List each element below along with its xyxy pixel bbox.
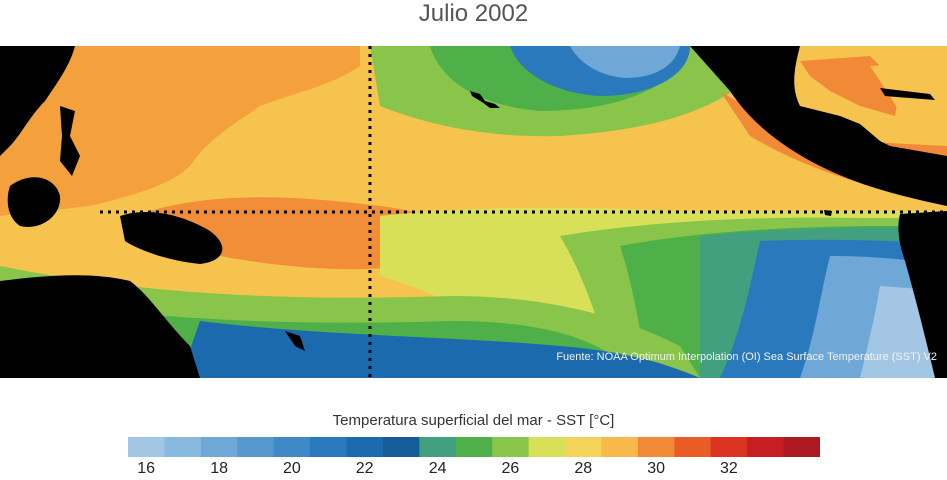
cuba-island	[880, 88, 935, 100]
colorbar-swatch	[565, 437, 602, 457]
caribbean-warm	[870, 61, 947, 121]
legend-title: Temperatura superficial del mar - SST [°…	[332, 412, 615, 429]
borneo-island	[7, 177, 61, 227]
colorbar-swatch	[637, 437, 675, 457]
north-america-landmass	[690, 46, 947, 206]
colorbar-swatch	[237, 437, 275, 457]
colorbar-swatch	[273, 437, 311, 457]
colorbar-tick-label: 16	[137, 460, 156, 477]
colorbar-swatch	[200, 437, 238, 457]
colorbar-swatch	[783, 437, 820, 457]
philippines-islands	[60, 106, 80, 176]
cool-north-lightblue	[570, 46, 680, 78]
australia-landmass	[0, 275, 200, 378]
colorbar-swatch	[710, 437, 748, 457]
colorbar-swatch	[164, 437, 202, 457]
colorbar-swatch	[128, 437, 165, 457]
colorbar-swatch	[419, 437, 457, 457]
new-guinea-island	[120, 211, 223, 264]
asia-landmass	[0, 46, 75, 156]
colorbar-tick-label: 32	[719, 460, 738, 477]
warm-pool-south	[150, 197, 451, 270]
hawaii-islands	[470, 91, 500, 108]
new-zealand-island	[285, 331, 305, 351]
colorbar-tick-label: 20	[282, 460, 301, 477]
south-america-landmass	[898, 211, 947, 378]
sst-map	[0, 46, 947, 378]
warm-pool-north	[0, 46, 360, 216]
colorbar-tick-label: 28	[574, 460, 593, 477]
map-title: Julio 2002	[418, 0, 529, 27]
colorbar-swatch	[310, 437, 348, 457]
colorbar-ticks: 16 18 20 22 24 26 28 30 32	[0, 460, 947, 480]
colorbar-swatch	[382, 437, 420, 457]
south-blue	[180, 321, 700, 378]
colorbar-tick-label: 30	[647, 460, 665, 477]
source-credit: Fuente: NOAA Optimum Interpolation (OI) …	[556, 351, 937, 363]
colorbar-swatch	[528, 437, 566, 457]
colorbar-swatch	[747, 437, 785, 457]
colorbar-tick-label: 22	[355, 460, 374, 477]
colorbar-tick-label: 26	[501, 460, 520, 477]
colorbar-tick-label: 18	[210, 460, 228, 477]
colorbar-swatch	[601, 437, 639, 457]
colorbar-swatch	[492, 437, 530, 457]
colorbar-swatch	[455, 437, 493, 457]
colorbar-swatch	[346, 437, 384, 457]
colorbar-swatch	[674, 437, 712, 457]
colorbar	[128, 437, 820, 457]
colorbar-tick-label: 24	[428, 460, 447, 477]
